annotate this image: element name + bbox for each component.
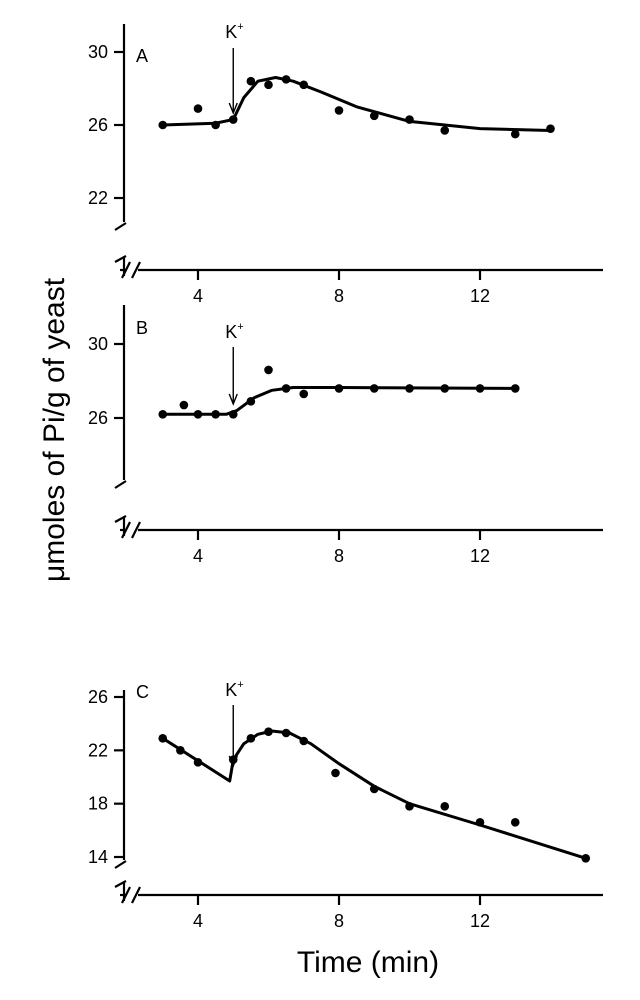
data-point bbox=[211, 120, 220, 130]
data-point bbox=[546, 124, 555, 133]
data-point bbox=[246, 397, 256, 406]
data-point bbox=[179, 400, 189, 410]
x-tick-label: 4 bbox=[193, 911, 203, 931]
x-tick-label: 12 bbox=[470, 286, 490, 306]
panel-letter: C bbox=[136, 682, 149, 702]
data-point bbox=[475, 384, 485, 393]
data-point bbox=[299, 80, 309, 90]
y-axis-break bbox=[114, 480, 127, 489]
y-tick-label: 30 bbox=[88, 334, 108, 354]
y-tick-label: 26 bbox=[88, 687, 108, 707]
data-point bbox=[228, 755, 238, 764]
data-point bbox=[193, 410, 203, 419]
panel-a: 22 26 30 4 8 12 A K+ bbox=[88, 21, 603, 306]
y-tick-label: 26 bbox=[88, 115, 108, 135]
potassium-label: K+ bbox=[225, 679, 243, 700]
y-axis-title: μmoles of Pi/g of yeast bbox=[38, 277, 71, 582]
data-point bbox=[581, 854, 591, 863]
data-point bbox=[369, 111, 379, 121]
data-point bbox=[264, 80, 273, 90]
y-axis-break-lower bbox=[114, 255, 127, 263]
data-point bbox=[193, 758, 203, 767]
y-tick-label: 26 bbox=[88, 408, 108, 428]
x-tick-label: 12 bbox=[470, 911, 490, 931]
data-point bbox=[405, 115, 414, 124]
y-axis-break-lower bbox=[114, 515, 127, 523]
data-point bbox=[211, 410, 220, 419]
y-axis-break bbox=[114, 222, 127, 231]
data-point bbox=[510, 129, 520, 139]
data-point bbox=[331, 768, 340, 778]
data-point bbox=[228, 115, 238, 124]
panel-c: 14 18 22 26 4 8 12 C K+ bbox=[88, 679, 603, 931]
x-tick-label: 8 bbox=[334, 546, 344, 566]
x-axis-title: Time (min) bbox=[297, 946, 439, 979]
data-point bbox=[264, 727, 273, 736]
data-point bbox=[193, 104, 203, 113]
fitted-curve bbox=[161, 386, 517, 416]
data-point bbox=[281, 75, 291, 84]
data-point bbox=[158, 734, 168, 743]
y-tick-label: 22 bbox=[88, 740, 108, 760]
arrow-head-icon bbox=[228, 393, 238, 406]
panel-letter: A bbox=[136, 46, 148, 66]
data-point bbox=[369, 784, 379, 794]
data-point bbox=[158, 410, 168, 419]
potassium-superscript: + bbox=[237, 21, 243, 33]
panel-b: 26 30 4 8 12 B K+ bbox=[88, 305, 603, 566]
data-point bbox=[510, 384, 520, 393]
y-tick-label: 22 bbox=[88, 188, 108, 208]
data-point bbox=[281, 384, 291, 393]
x-tick-label: 8 bbox=[334, 911, 344, 931]
y-tick-label: 18 bbox=[88, 794, 108, 814]
fitted-curve bbox=[161, 729, 588, 860]
data-point bbox=[334, 384, 344, 393]
potassium-label: K+ bbox=[225, 321, 243, 342]
y-tick-label: 30 bbox=[88, 42, 108, 62]
data-point bbox=[334, 106, 344, 115]
potassium-label: K+ bbox=[225, 21, 243, 42]
panel-letter: B bbox=[136, 318, 148, 338]
y-tick-label: 14 bbox=[88, 847, 108, 867]
y-axis-break bbox=[114, 860, 127, 869]
data-point bbox=[246, 76, 256, 86]
data-point bbox=[405, 802, 414, 811]
data-point bbox=[176, 746, 185, 755]
potassium-superscript: + bbox=[237, 679, 243, 691]
x-tick-label: 12 bbox=[470, 546, 490, 566]
x-axis-break bbox=[131, 886, 141, 904]
data-point bbox=[299, 736, 309, 746]
data-point bbox=[440, 126, 450, 135]
y-axis-break-lower bbox=[114, 880, 127, 888]
x-tick-label: 4 bbox=[193, 286, 203, 306]
data-point bbox=[228, 410, 238, 419]
potassium-superscript: + bbox=[237, 321, 243, 333]
data-point bbox=[264, 365, 273, 375]
data-point bbox=[475, 818, 485, 827]
data-point bbox=[158, 120, 168, 130]
data-point bbox=[440, 802, 450, 811]
x-tick-label: 8 bbox=[334, 286, 344, 306]
x-tick-label: 4 bbox=[193, 546, 203, 566]
data-point bbox=[299, 389, 309, 399]
fitted-curve bbox=[161, 76, 552, 132]
data-point bbox=[369, 384, 379, 393]
arrow-head-icon bbox=[228, 102, 238, 115]
x-axis-break bbox=[131, 261, 141, 279]
data-point bbox=[281, 728, 291, 738]
panels: 22 26 30 4 8 12 A K+ 26 30 4 8 12 B K+ 14 18 22 26 4 8 12 C K+ bbox=[88, 21, 603, 931]
x-axis-break bbox=[131, 521, 141, 539]
data-point bbox=[246, 734, 256, 743]
data-point bbox=[440, 384, 450, 393]
data-point bbox=[405, 384, 414, 393]
data-point bbox=[510, 818, 520, 827]
